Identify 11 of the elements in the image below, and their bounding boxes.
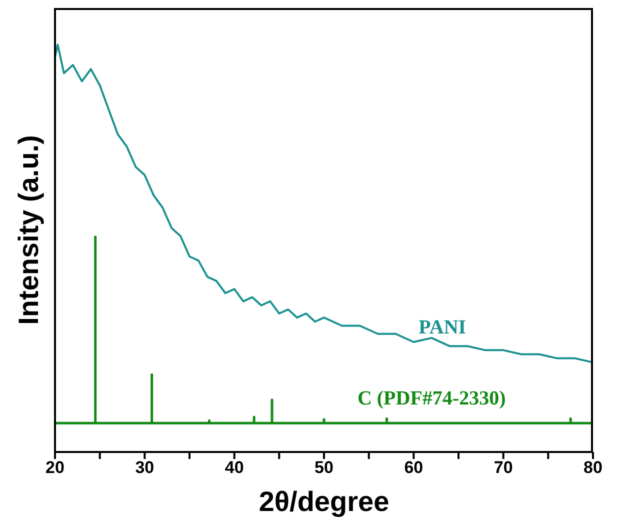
x-tick-label: 40 — [224, 458, 244, 478]
y-axis-title: Intensity (a.u.) — [12, 135, 44, 325]
series-label: C (PDF#74-2330) — [357, 387, 506, 410]
x-tick-label: 30 — [135, 458, 154, 478]
x-tick-label: 70 — [494, 458, 513, 478]
x-tick-label: 60 — [404, 458, 424, 478]
x-tick-label: 50 — [314, 458, 334, 478]
x-tick-label: 20 — [46, 458, 64, 478]
x-axis-title: 2θ/degree — [258, 486, 390, 517]
series-label: PANI — [418, 316, 466, 340]
x-tick-label: 80 — [584, 458, 602, 478]
